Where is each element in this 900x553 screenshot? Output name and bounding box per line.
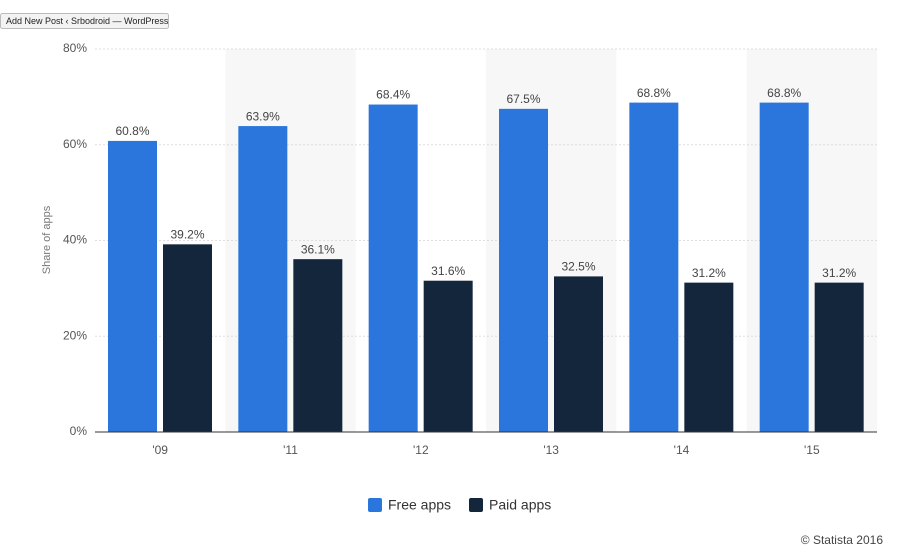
bar bbox=[684, 282, 734, 432]
y-tick-label: 60% bbox=[63, 137, 87, 151]
bar bbox=[499, 108, 548, 432]
value-label: 39.2% bbox=[170, 228, 204, 242]
value-label: 31.6% bbox=[431, 264, 465, 278]
y-tick-label: 80% bbox=[63, 41, 87, 55]
legend-label: Paid apps bbox=[489, 497, 551, 513]
legend-label: Free apps bbox=[388, 497, 451, 513]
value-label: 68.8% bbox=[637, 86, 671, 100]
x-tick-label: '12 bbox=[413, 443, 429, 457]
value-label: 68.4% bbox=[376, 88, 410, 102]
x-tick-label: '09 bbox=[152, 443, 168, 457]
x-tick-label: '15 bbox=[804, 443, 820, 457]
value-label: 31.2% bbox=[822, 266, 856, 280]
value-label: 36.1% bbox=[301, 242, 335, 256]
y-axis-label: Share of apps bbox=[41, 205, 53, 274]
legend-swatch bbox=[469, 498, 483, 512]
value-label: 31.2% bbox=[692, 266, 726, 280]
bar bbox=[814, 282, 864, 432]
y-tick-label: 20% bbox=[63, 328, 87, 342]
value-label: 67.5% bbox=[506, 92, 540, 106]
bar bbox=[108, 140, 157, 433]
tooltip-box bbox=[0, 13, 169, 29]
x-tick-label: '11 bbox=[283, 443, 298, 457]
bar bbox=[163, 244, 212, 432]
window-tooltip: Add New Post ‹ Srbodroid — WordPress bbox=[6, 16, 169, 26]
y-tick-label: 0% bbox=[70, 424, 88, 438]
x-tick-label: '13 bbox=[543, 443, 559, 457]
value-label: 32.5% bbox=[561, 260, 595, 274]
y-tick-label: 40% bbox=[63, 233, 87, 247]
bar bbox=[554, 276, 603, 432]
bar bbox=[759, 102, 809, 433]
x-tick-label: '14 bbox=[674, 443, 690, 457]
bar bbox=[629, 102, 679, 433]
bar bbox=[368, 104, 418, 432]
value-label: 60.8% bbox=[115, 124, 149, 138]
credit: © Statista 2016 bbox=[801, 533, 884, 547]
value-label: 63.9% bbox=[246, 109, 280, 123]
bar bbox=[238, 126, 288, 433]
bar bbox=[293, 259, 343, 432]
value-label: 68.8% bbox=[767, 86, 801, 100]
bar bbox=[423, 280, 473, 432]
legend-swatch bbox=[368, 498, 382, 512]
